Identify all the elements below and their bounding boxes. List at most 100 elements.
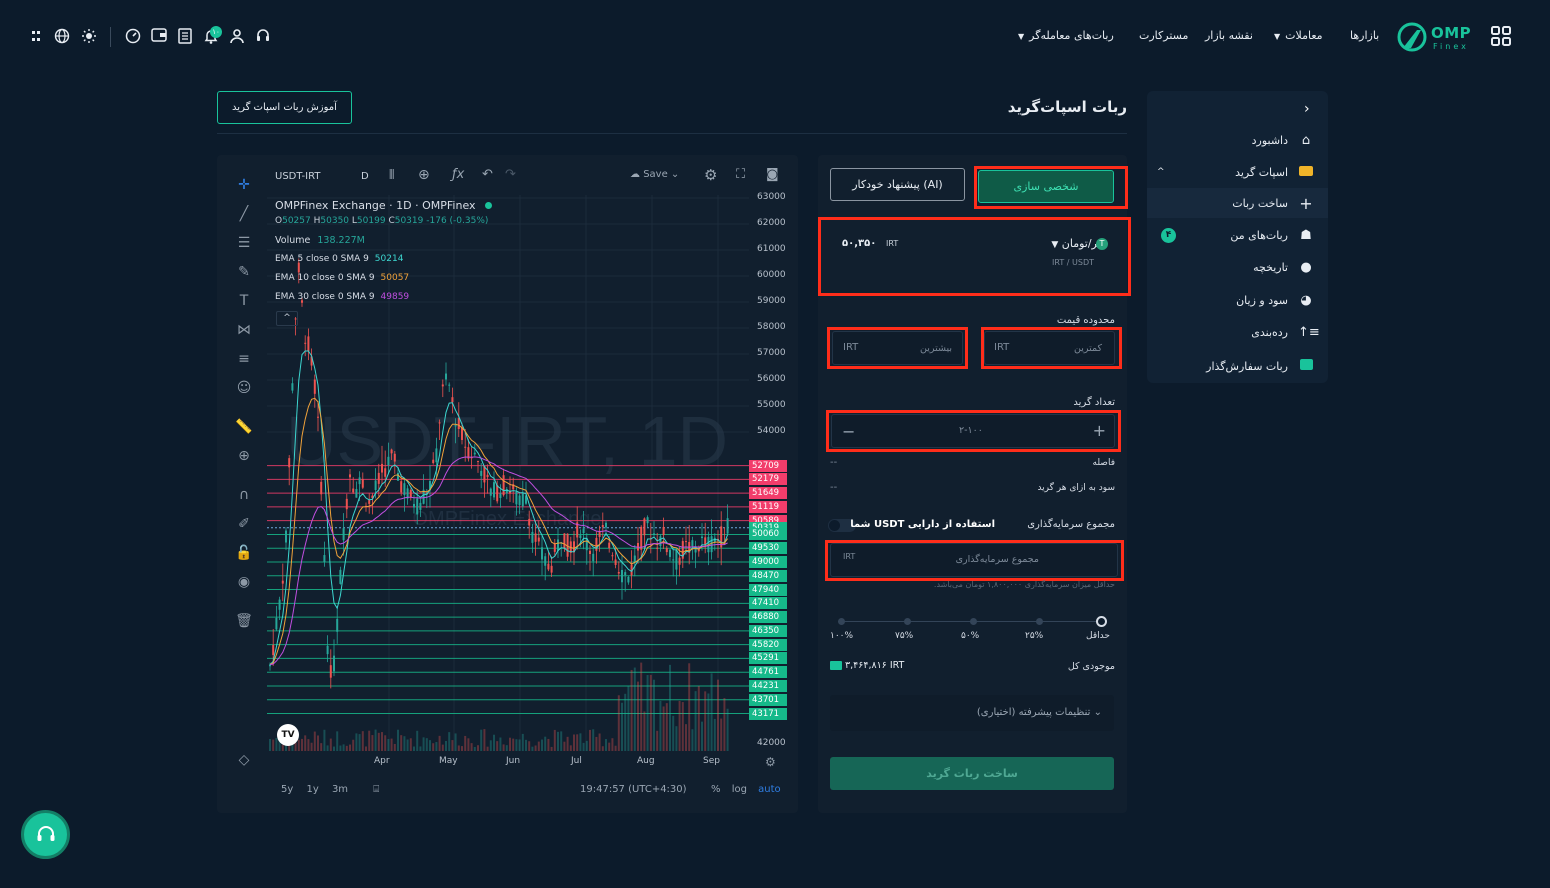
candle-body [624,572,627,576]
pair-sub: IRT / USDT [1052,258,1094,267]
max-price-input[interactable]: بیشترین IRT [832,331,963,365]
tab-custom[interactable]: شخصی سازی [978,170,1114,203]
lock-drawing-icon[interactable]: ✐ [238,516,250,532]
sidebar-item-dashboard[interactable]: داشبورد ⌂ [1149,125,1314,155]
indicators-icon[interactable]: ƒx [452,167,465,182]
brush-icon[interactable]: ✎ [238,264,250,280]
investment-input[interactable]: مجموع سرمایه‌گذاری IRT [830,543,1118,577]
collapse-chevron-icon[interactable]: › [1304,101,1310,117]
slider-label-100[interactable]: ۱۰۰% [830,631,854,641]
range-selector: 5y 1y 3m ⌸ [281,784,379,795]
slider-label-50[interactable]: ۵۰% [961,631,980,641]
emoji-icon[interactable]: ☺ [236,380,252,396]
chart-interval[interactable]: D [361,171,369,182]
candle-body [704,537,707,546]
measure-lines-icon[interactable]: ≡ [238,351,250,367]
volume-bar [454,733,457,751]
undo-icon[interactable]: ↶ [482,167,493,182]
slider-stop[interactable] [904,618,911,625]
volume-bar [470,743,473,751]
volume-bar [377,732,380,751]
slider-stop[interactable] [970,618,977,625]
camera-icon[interactable]: ◙ [766,167,779,182]
sidebar-item-spot-grid[interactable]: ^ اسپات گرید [1149,157,1314,187]
sidebar-item-create-bot[interactable]: ساخت ربات + [1149,188,1314,218]
redo-icon[interactable]: ↷ [505,167,516,182]
slider-label-75[interactable]: ۷۵% [895,631,914,641]
zoom-in-icon[interactable]: ⊕ [238,448,250,464]
layers-icon[interactable]: ◇ [238,752,250,768]
compare-icon[interactable]: ⊕ [418,167,430,183]
scale-log[interactable]: log [731,784,747,795]
magnet-icon[interactable]: ∩ [238,487,250,503]
support-chat-button[interactable] [21,810,70,859]
nav-mastercard[interactable]: مسترکارت [1139,29,1189,42]
create-grid-bot-button[interactable]: ساخت ربات گرید [830,757,1114,790]
slider-label-min[interactable]: حداقل [1086,631,1110,641]
slider-stop[interactable] [1036,618,1043,625]
min-price-input[interactable]: کمترین IRT [984,331,1115,365]
nav-market-map[interactable]: نقشه بازار [1205,29,1253,42]
slider-thumb[interactable] [1096,616,1107,627]
lock-icon[interactable]: 🔓 [235,545,253,561]
volume-bar [339,745,342,751]
horizontal-lines-icon[interactable]: ☰ [237,235,251,251]
nav-trades[interactable]: ▼ معاملات [1274,29,1323,42]
collapse-legend-button[interactable]: ^ [276,311,298,326]
tutorial-button[interactable]: آموزش ربات اسپات گرید [217,91,352,124]
settings-icon[interactable] [27,28,45,46]
goto-date-icon[interactable]: ⌸ [373,784,380,795]
fullscreen-icon[interactable]: ⛶ [736,167,746,182]
user-icon[interactable] [228,28,246,46]
text-tool-icon[interactable]: T [239,293,249,309]
sidebar-item-order-bot[interactable]: ربات سفارش‌گذار [1149,351,1314,381]
globe-icon[interactable] [53,28,71,46]
decrement-button[interactable]: − [842,422,856,441]
slider-label-25[interactable]: ۲۵% [1025,631,1044,641]
wallet-icon[interactable] [150,28,168,46]
chart-symbol[interactable]: USDT-IRT [275,171,321,182]
tab-ai[interactable]: پیشنهاد خودکار (AI) [830,168,965,201]
pair-selector[interactable]: ▼ تتر/تومان T IRT / USDT ۵۰,۳۵۰ IRT [826,221,1132,292]
calculator-icon[interactable] [176,28,194,46]
candle-body [621,569,623,583]
sidebar-item-history[interactable]: تاریخچه ● [1149,252,1314,282]
logo[interactable]: OMP Finex [1397,22,1477,54]
trend-line-icon[interactable]: ╱ [239,206,249,222]
save-button[interactable]: ☁ Save ⌄ [630,169,680,180]
headset-icon[interactable] [254,28,272,46]
candle-type-icon[interactable]: ⫴ [389,168,395,183]
scale-auto[interactable]: auto [758,784,781,795]
eye-icon[interactable]: ◉ [237,574,251,590]
nav-markets[interactable]: بازارها [1350,29,1380,42]
volume-bar [425,738,428,751]
crosshair-icon[interactable]: ✛ [238,177,250,193]
advanced-settings-toggle[interactable]: ⌄ تنظیمات پیشرفته (اختیاری) [830,695,1114,731]
tradingview-logo[interactable]: TV [277,724,299,746]
dashboard-gauge-icon[interactable] [124,28,142,46]
volume-bar [544,736,547,751]
range-5y[interactable]: 5y [281,784,294,795]
grid-count-stepper[interactable]: − ۲-۱۰۰ + [831,414,1115,448]
use-usdt-toggle[interactable] [828,519,856,532]
chart-settings-icon[interactable]: ⚙ [704,166,718,184]
price-chart[interactable]: USDT-IRT, 1D OMPFinex Exchange [267,195,749,751]
slider-stop[interactable] [838,618,845,625]
nav-trading-bots[interactable]: ▼ ربات‌های معامله‌گر [1018,29,1114,42]
sun-icon[interactable] [80,28,98,46]
increment-button[interactable]: + [1092,421,1106,440]
sidebar-item-pnl[interactable]: سود و زیان ◕ [1149,285,1314,315]
candle-body [304,342,307,344]
range-3m[interactable]: 3m [331,784,349,795]
apps-grid-icon[interactable] [1491,26,1511,46]
y-tick-label: 61000 [757,244,786,254]
sidebar-item-ranking[interactable]: رده‌بندی ↑≡ [1149,317,1320,347]
sidebar-item-my-bots[interactable]: ۴ ربات‌های من ☗ [1149,220,1314,250]
ruler-icon[interactable]: 📏 [235,419,253,435]
candle-body [291,383,294,391]
axis-settings-icon[interactable]: ⚙ [765,755,776,769]
range-1y[interactable]: 1y [306,784,319,795]
scale-percent[interactable]: % [711,784,721,795]
pattern-icon[interactable]: ⋈ [237,322,251,338]
trash-icon[interactable]: 🗑 [235,613,253,629]
